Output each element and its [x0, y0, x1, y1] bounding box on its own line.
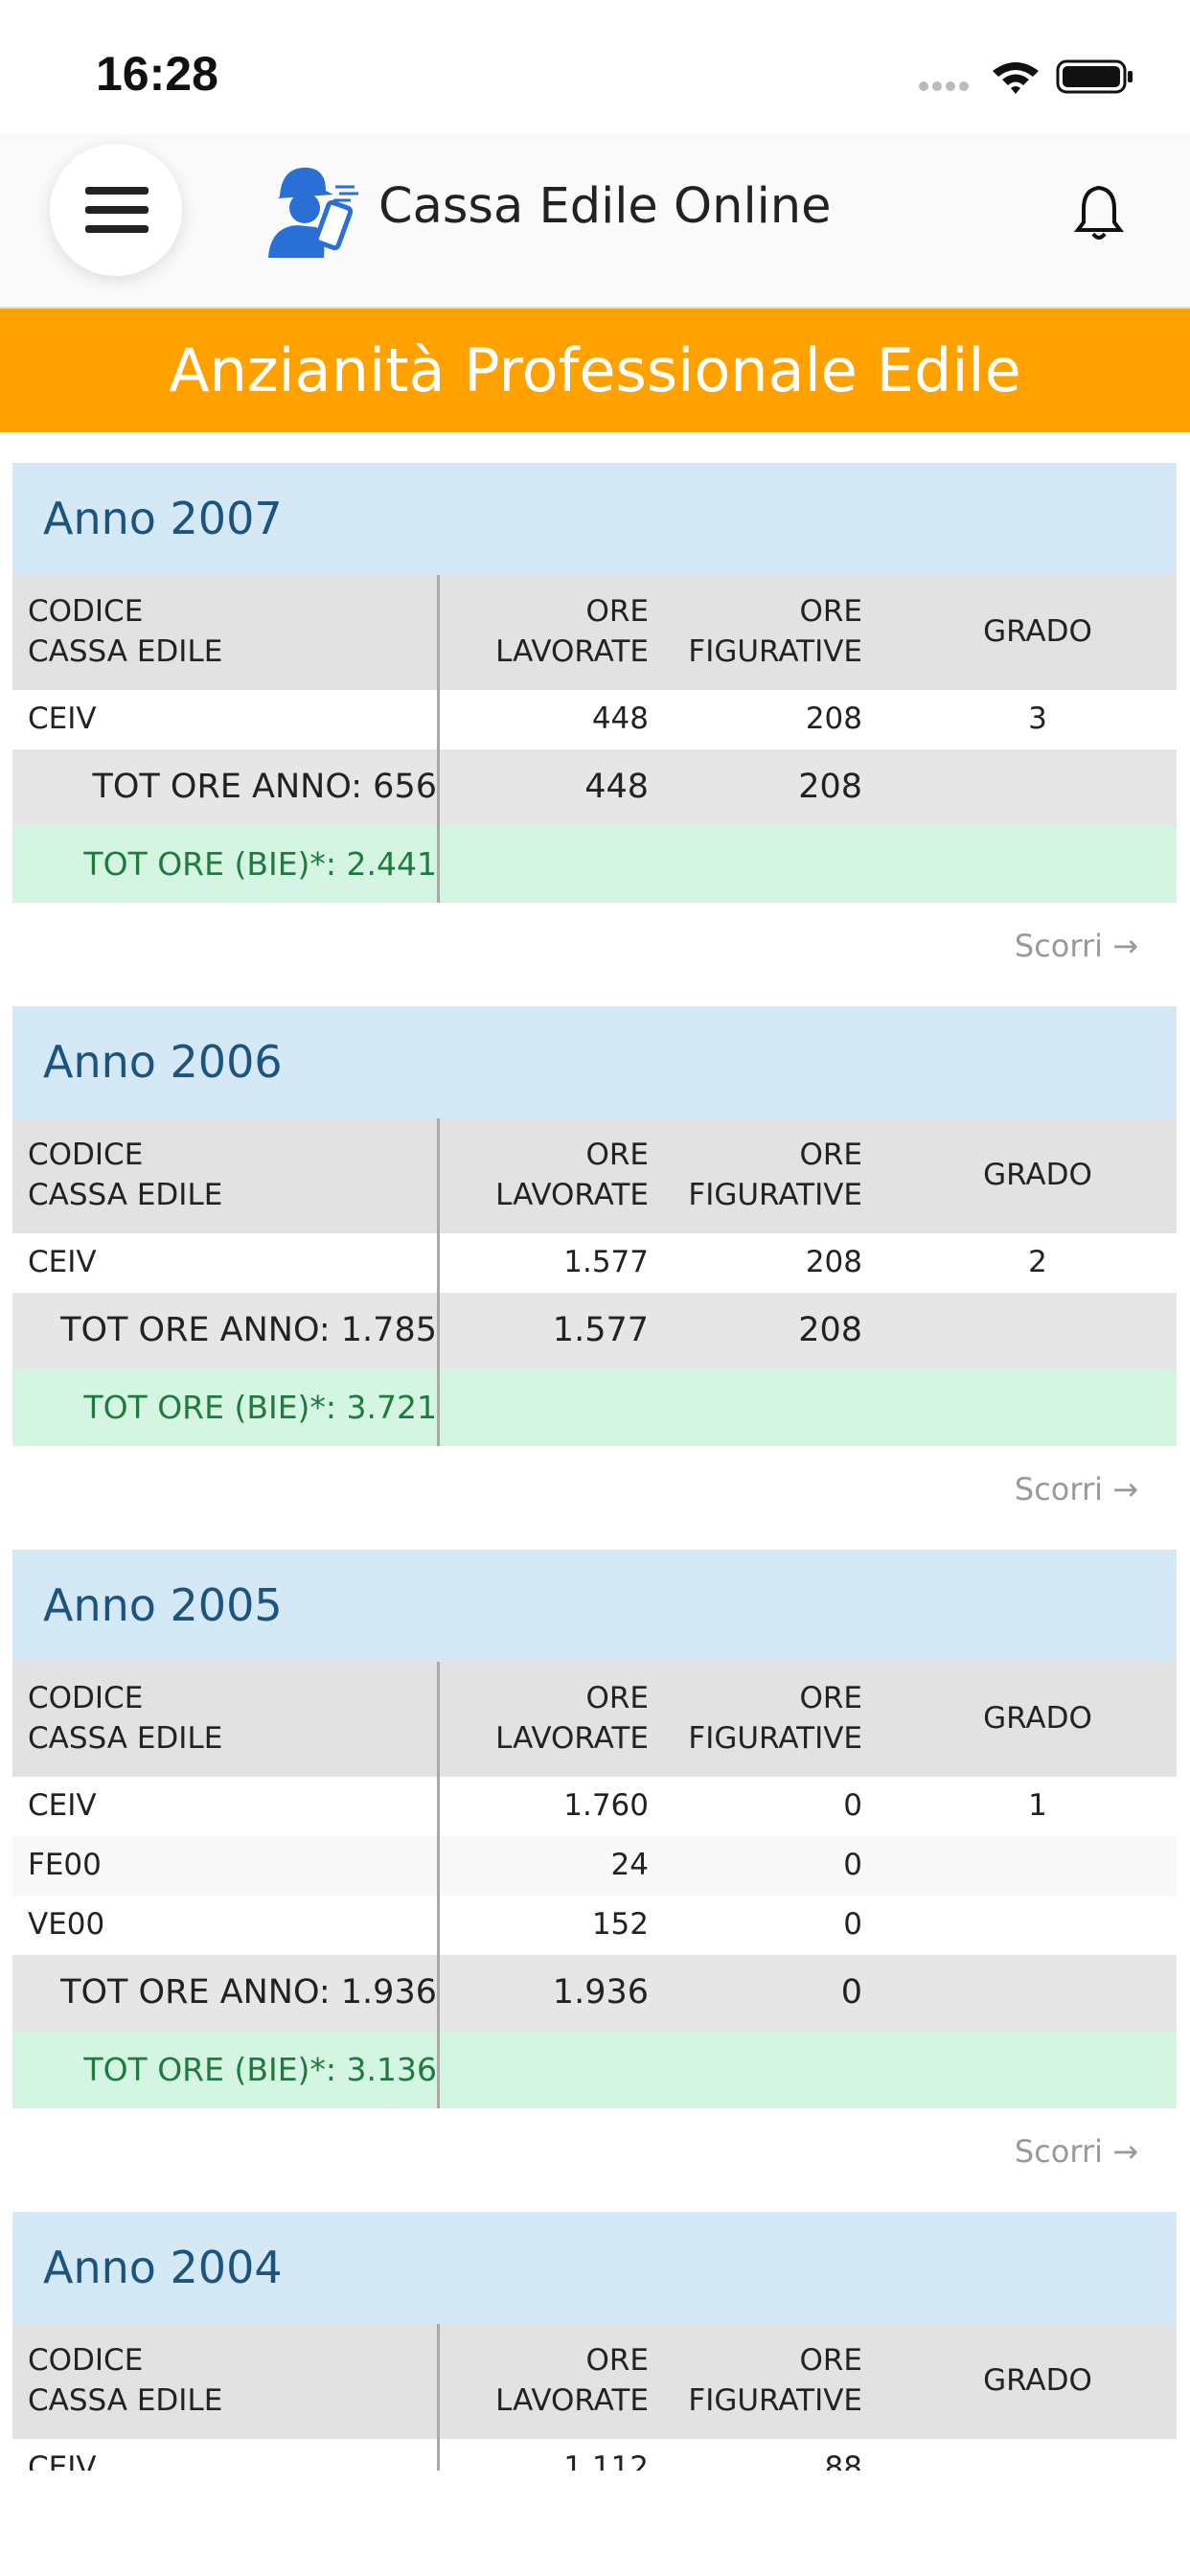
cell: 1.112 — [563, 2450, 649, 2471]
column-divider — [437, 575, 440, 903]
cell: 0 — [843, 1848, 862, 1883]
cell: FE00 — [28, 1848, 102, 1883]
column-header: ORE FIGURATIVE — [688, 1138, 862, 1212]
table-row: FE00 24 0 — [12, 1836, 1177, 1896]
cell: CEIV — [28, 702, 97, 737]
total-row: TOT ORE ANNO: 1.785 1.577 208 — [12, 1293, 1177, 1369]
table-header: CODICE CASSA EDILE ORE LAVORATE ORE FIGURA… — [12, 575, 1177, 690]
column-header: GRADO — [983, 2363, 1092, 2399]
app-title: Cassa Edile Online — [378, 178, 832, 235]
section-title: Anno 2005 — [12, 1550, 1177, 1662]
bie-total: TOT ORE (BIE)*: 3.136 — [83, 2050, 437, 2088]
year-section: Anno 2004 CODICE CASSA EDILE ORE LAVORATE O… — [12, 2212, 1177, 2471]
column-divider — [437, 1118, 440, 1446]
year-section: Anno 2006 CODICE CASSA EDILE ORE LAVORATE O… — [12, 1006, 1177, 1550]
section-title: Anno 2006 — [12, 1006, 1177, 1118]
cell: CEIV — [28, 1788, 97, 1824]
cell: 3 — [1028, 702, 1047, 737]
table-header: CODICE CASSA EDILE ORE LAVORATE ORE FIGURA… — [12, 1662, 1177, 1777]
cell: 1 — [1028, 1788, 1047, 1824]
table-header: CODICE CASSA EDILE ORE LAVORATE ORE FIGURA… — [12, 1118, 1177, 1233]
notifications-button[interactable] — [1068, 182, 1130, 243]
year-section: Anno 2007 CODICE CASSA EDILE ORE LAVORATE O… — [12, 463, 1177, 1006]
total-cell: 208 — [798, 1311, 862, 1350]
table-row: CEIV 448 208 3 — [12, 690, 1177, 749]
total-row: TOT ORE ANNO: 1.936 1.936 0 — [12, 1955, 1177, 2032]
column-header: ORE LAVORATE — [495, 1681, 649, 1756]
table: CODICE CASSA EDILE ORE LAVORATE ORE FIGURA… — [12, 2324, 1177, 2471]
column-header: ORE LAVORATE — [495, 1138, 649, 1212]
cell: CEIV — [28, 1245, 97, 1280]
cell: 208 — [805, 1245, 862, 1280]
column-header: ORE FIGURATIVE — [688, 2343, 862, 2418]
column-header: ORE LAVORATE — [495, 2343, 649, 2418]
menu-icon — [85, 187, 149, 233]
total-cell: TOT ORE ANNO: 1.936 — [60, 1973, 437, 2012]
sections-list: Anno 2007 CODICE CASSA EDILE ORE LAVORATE O… — [0, 432, 1190, 2471]
bie-row: TOT ORE (BIE)*: 2.441 — [12, 826, 1177, 903]
cell: CEIV — [28, 2450, 97, 2471]
section-title: Anno 2004 — [12, 2212, 1177, 2324]
table-row: CEIV 1.112 88 — [12, 2439, 1177, 2471]
clock: 16:28 — [96, 47, 218, 101]
column-header: GRADO — [983, 1158, 1092, 1193]
total-cell: 0 — [840, 1973, 862, 2012]
table-row: CEIV 1.577 208 2 — [12, 1233, 1177, 1293]
menu-button[interactable] — [50, 144, 182, 276]
page-banner: Anzianità Professionale Edile — [0, 309, 1190, 432]
column-header: GRADO — [983, 614, 1092, 650]
top-bar: Cassa Edile Online — [0, 134, 1190, 309]
status-icons — [919, 59, 1133, 94]
column-header: ORE FIGURATIVE — [688, 1681, 862, 1756]
cell: 0 — [843, 1788, 862, 1824]
status-bar: 16:28 — [0, 0, 1190, 134]
table-row: VE00 152 0 — [12, 1896, 1177, 1955]
table: CODICE CASSA EDILE ORE LAVORATE ORE FIGURA… — [12, 575, 1177, 903]
column-header: CODICE CASSA EDILE — [28, 1138, 223, 1212]
total-cell: 448 — [584, 768, 649, 807]
column-header: CODICE CASSA EDILE — [28, 594, 223, 669]
cell: 152 — [591, 1907, 649, 1943]
cell: 2 — [1028, 1245, 1047, 1280]
total-row: TOT ORE ANNO: 656 448 208 — [12, 749, 1177, 826]
total-cell: TOT ORE ANNO: 1.785 — [60, 1311, 437, 1350]
section-title: Anno 2007 — [12, 463, 1177, 575]
total-cell: 1.936 — [552, 1973, 649, 2012]
bie-total: TOT ORE (BIE)*: 2.441 — [83, 844, 437, 883]
table-row: CEIV 1.760 0 1 — [12, 1777, 1177, 1836]
bie-total: TOT ORE (BIE)*: 3.721 — [83, 1388, 437, 1426]
cell: 0 — [843, 1907, 862, 1943]
column-header: CODICE CASSA EDILE — [28, 2343, 223, 2418]
bie-row: TOT ORE (BIE)*: 3.136 — [12, 2032, 1177, 2108]
column-header: CODICE CASSA EDILE — [28, 1681, 223, 1756]
total-cell: TOT ORE ANNO: 656 — [92, 768, 437, 807]
scroll-hint[interactable]: Scorri → — [1014, 2133, 1138, 2170]
column-header: GRADO — [983, 1701, 1092, 1736]
total-cell: 1.577 — [552, 1311, 649, 1350]
table: CODICE CASSA EDILE ORE LAVORATE ORE FIGURA… — [12, 1118, 1177, 1446]
column-divider — [437, 1662, 440, 2108]
cell: 88 — [824, 2450, 862, 2471]
cell: 1.760 — [563, 1788, 649, 1824]
cell: VE00 — [28, 1907, 105, 1943]
table-header: CODICE CASSA EDILE ORE LAVORATE ORE FIGURA… — [12, 2324, 1177, 2439]
cell: 448 — [591, 702, 649, 737]
scroll-hint[interactable]: Scorri → — [1014, 1471, 1138, 1507]
cell: 24 — [610, 1848, 649, 1883]
table: CODICE CASSA EDILE ORE LAVORATE ORE FIGURA… — [12, 1662, 1177, 2108]
cell: 1.577 — [563, 1245, 649, 1280]
column-header: ORE LAVORATE — [495, 594, 649, 669]
column-header: ORE FIGURATIVE — [688, 594, 862, 669]
bie-row: TOT ORE (BIE)*: 3.721 — [12, 1369, 1177, 1446]
cell: 208 — [805, 702, 862, 737]
scroll-hint[interactable]: Scorri → — [1014, 928, 1138, 964]
year-section: Anno 2005 CODICE CASSA EDILE ORE LAVORATE O… — [12, 1550, 1177, 2212]
column-divider — [437, 2324, 440, 2471]
total-cell: 208 — [798, 768, 862, 807]
logo — [268, 167, 358, 258]
